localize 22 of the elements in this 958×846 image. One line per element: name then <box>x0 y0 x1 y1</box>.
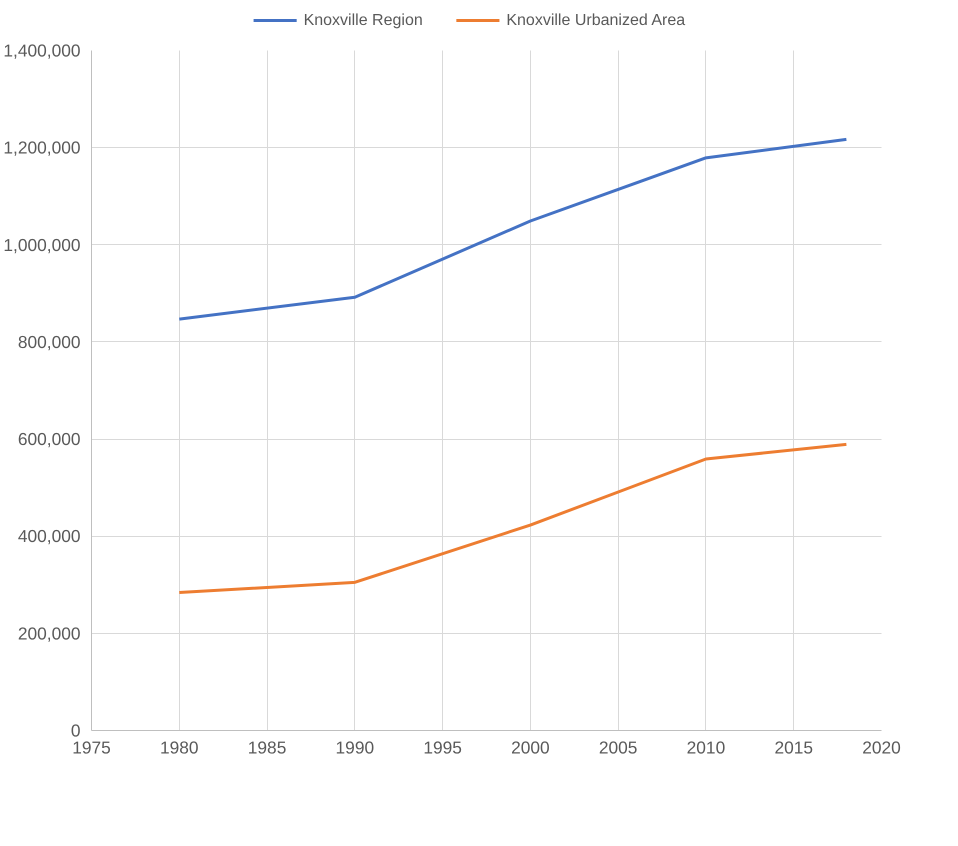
line-series <box>178 138 848 321</box>
x-tick-label: 1975 <box>72 738 111 758</box>
x-tick-label: 2000 <box>511 738 550 758</box>
x-tick-label: 2015 <box>774 738 814 758</box>
y-tick-label: 800,000 <box>18 332 81 352</box>
legend-label: Knoxville Region <box>304 12 423 29</box>
line-series <box>178 442 848 594</box>
x-tick-label: 1995 <box>423 738 462 758</box>
y-tick-label: 1,200,000 <box>3 138 81 158</box>
x-tick-label: 2020 <box>862 738 901 758</box>
x-tick-label: 2005 <box>598 738 638 758</box>
y-tick-label: 1,000,000 <box>3 234 81 255</box>
x-tick-label: 1990 <box>336 738 374 758</box>
y-tick-label: 1,400,000 <box>3 40 81 60</box>
y-tick-label: 400,000 <box>18 526 81 546</box>
legend-label: Knoxville Urbanized Area <box>506 12 686 29</box>
x-tick-label: 1980 <box>160 738 199 758</box>
x-tick-label: 2010 <box>686 738 726 758</box>
x-tick-label: 1985 <box>248 738 286 758</box>
y-tick-label: 0 <box>70 720 81 740</box>
y-tick-label: 200,000 <box>18 623 81 644</box>
y-tick-label: 600,000 <box>18 429 81 450</box>
